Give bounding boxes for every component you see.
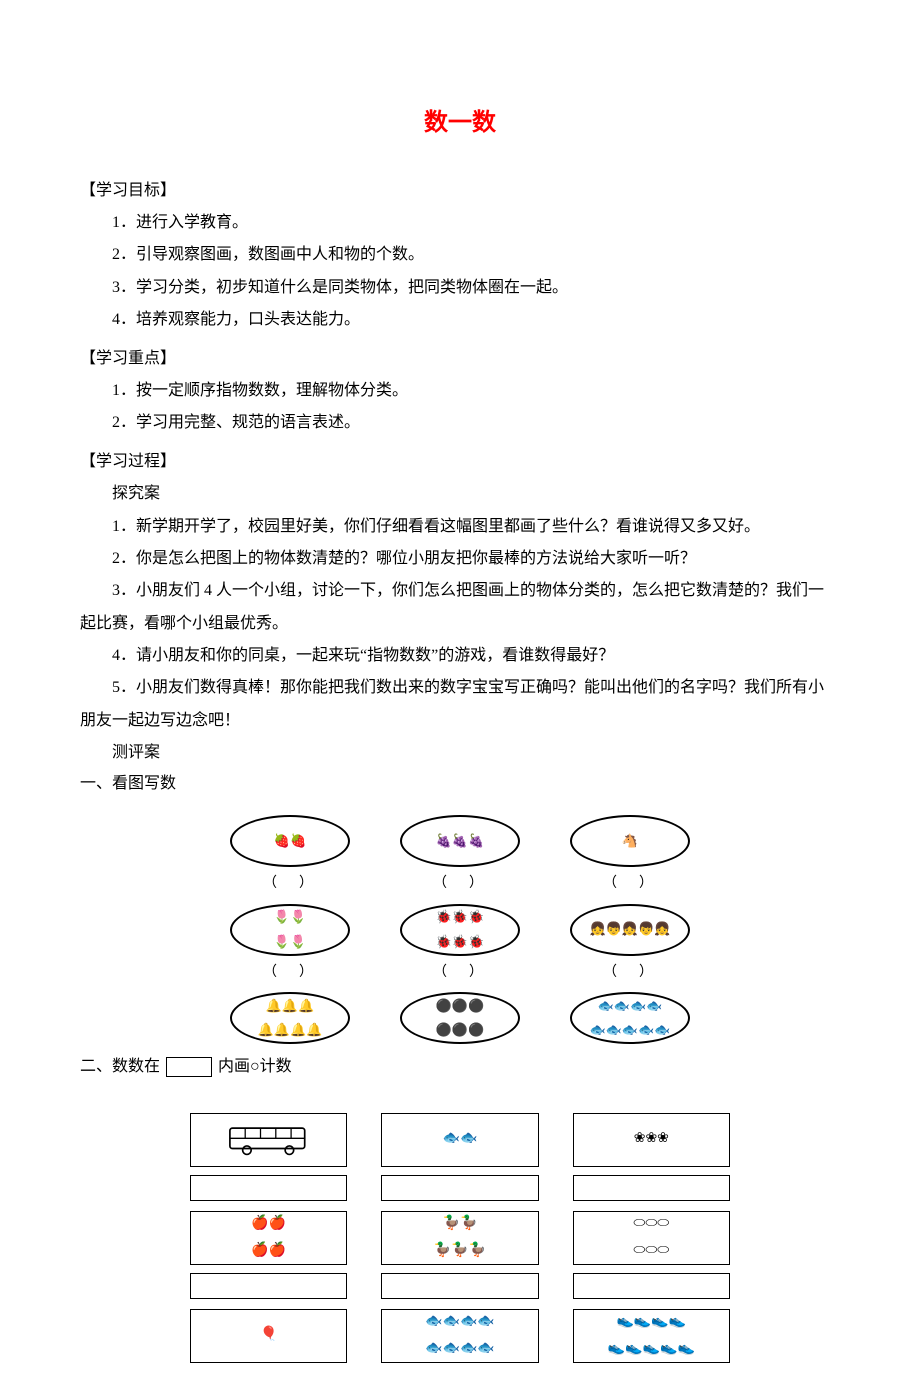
oval-cell-fish-9: 🐟🐟🐟🐟 🐟🐟🐟🐟🐟 <box>560 992 700 1044</box>
process-sub2: 测评案 <box>80 738 840 768</box>
oval-cell-donkey-1: 🐴 （ ） <box>560 815 700 898</box>
oval-cell-tulips-4: 🌷🌷 🌷🌷 （ ） <box>220 904 360 987</box>
goals-item-2: 2．引导观察图画，数图画中人和物的个数。 <box>80 240 840 270</box>
process-item-3: 3．小朋友们 4 人一个小组，讨论一下，你们怎么把图画上的物体分类的，怎么把它数… <box>80 576 840 606</box>
box-cell-shoes-9: 👟👟👟👟 👟👟👟👟👟 <box>573 1309 730 1363</box>
picture-box-ducks-5: 🦆🦆 🦆🦆🦆 <box>381 1211 538 1265</box>
oval-donkey-1: 🐴 <box>570 815 690 867</box>
process-item-1: 1．新学期开学了，校园里好美，你们仔细看看这幅图里都画了些什么？看谁说得又多又好… <box>80 512 840 542</box>
oval-cell-bugs-6: 🐞🐞🐞 🐞🐞🐞 （ ） <box>390 904 530 987</box>
answer-box[interactable] <box>573 1175 730 1201</box>
oval-label[interactable]: （ ） <box>433 960 487 987</box>
process-item-4: 4．请小朋友和你的同桌，一起来玩“指物数数”的游戏，看谁数得最好？ <box>80 641 840 671</box>
oval-bugs-6: 🐞🐞🐞 🐞🐞🐞 <box>400 904 520 956</box>
picture-box-balloons-7: 🎈 <box>190 1309 347 1363</box>
oval-label[interactable]: （ ） <box>263 871 317 898</box>
answer-box[interactable] <box>190 1175 347 1201</box>
picture-box-apples-4: 🍎🍎 🍎🍎 <box>190 1211 347 1265</box>
exercise1-heading: 一、看图写数 <box>80 769 840 799</box>
goals-item-4: 4．培养观察能力，口头表达能力。 <box>80 305 840 335</box>
oval-children-5: 👧👦👧👦👧 <box>570 904 690 956</box>
oval-bells-7: 🔔🔔🔔 🔔🔔🔔🔔 <box>230 992 350 1044</box>
goals-item-3: 3．学习分类，初步知道什么是同类物体，把同类物体圈在一起。 <box>80 273 840 303</box>
process-item-5-cont: 朋友一起边写边念吧！ <box>80 706 840 736</box>
picture-box-shoes-9: 👟👟👟👟 👟👟👟👟👟 <box>573 1309 730 1363</box>
box-cell-ducks-5: 🦆🦆 🦆🦆🦆 <box>381 1211 538 1299</box>
box-cell-apples-4: 🍎🍎 🍎🍎 <box>190 1211 347 1299</box>
inline-box-icon <box>166 1057 212 1077</box>
picture-box-flowers-3: ❀❀❀ <box>573 1113 730 1167</box>
process-item-2: 2．你是怎么把图上的物体数清楚的？哪位小朋友把你最棒的方法说给大家听一听？ <box>80 544 840 574</box>
process-sub1: 探究案 <box>80 479 840 509</box>
picture-box-fish-2: 🐟🐟 <box>381 1113 538 1167</box>
answer-box[interactable] <box>381 1273 538 1299</box>
focus-item-2: 2．学习用完整、规范的语言表述。 <box>80 408 840 438</box>
oval-fish-9: 🐟🐟🐟🐟 🐟🐟🐟🐟🐟 <box>570 992 690 1044</box>
goals-heading: 【学习目标】 <box>80 176 840 206</box>
ex2-heading-pre: 二、数数在 <box>80 1052 160 1082</box>
picture-box-bus-1 <box>190 1113 347 1167</box>
oval-balls-6: ⚫⚫⚫ ⚫⚫⚫ <box>400 992 520 1044</box>
oval-cell-children-5: 👧👦👧👦👧 （ ） <box>560 904 700 987</box>
page-title: 数一数 <box>80 100 840 146</box>
oval-cell-bells-7: 🔔🔔🔔 🔔🔔🔔🔔 <box>220 992 360 1044</box>
box-cell-flowers-3: ❀❀❀ <box>573 1113 730 1201</box>
exercise2-heading: 二、数数在 内画○计数 <box>80 1052 840 1082</box>
box-cell-balloons-7: 🎈 <box>190 1309 347 1363</box>
oval-grapes-3: 🍇🍇🍇 <box>400 815 520 867</box>
oval-cell-balls-6: ⚫⚫⚫ ⚫⚫⚫ <box>390 992 530 1044</box>
picture-box-fish-8: 🐟🐟🐟🐟 🐟🐟🐟🐟 <box>381 1309 538 1363</box>
oval-cell-strawberries-2: 🍓🍓 （ ） <box>220 815 360 898</box>
oval-cell-grapes-3: 🍇🍇🍇 （ ） <box>390 815 530 898</box>
bus-icon <box>224 1123 314 1157</box>
exercise1-grid: 🍓🍓 （ ） 🍇🍇🍇 （ ） 🐴 （ ） 🌷🌷 🌷🌷 （ ） 🐞🐞🐞 🐞🐞🐞 （ ） 👧👦👧👦👧 （ … <box>220 815 700 1044</box>
box-cell-fish-8: 🐟🐟🐟🐟 🐟🐟🐟🐟 <box>381 1309 538 1363</box>
goals-item-1: 1．进行入学教育。 <box>80 208 840 238</box>
box-cell-fish-2: 🐟🐟 <box>381 1113 538 1201</box>
ex2-heading-post: 内画○计数 <box>218 1052 292 1082</box>
oval-label[interactable]: （ ） <box>603 960 657 987</box>
focus-item-1: 1．按一定顺序指物数数，理解物体分类。 <box>80 376 840 406</box>
process-item-3-cont: 起比赛，看哪个小组最优秀。 <box>80 609 840 639</box>
oval-label[interactable]: （ ） <box>603 871 657 898</box>
answer-box[interactable] <box>573 1273 730 1299</box>
oval-label[interactable]: （ ） <box>433 871 487 898</box>
process-heading: 【学习过程】 <box>80 447 840 477</box>
oval-label[interactable]: （ ） <box>263 960 317 987</box>
answer-box[interactable] <box>190 1273 347 1299</box>
exercise2-grid: 🐟🐟 ❀❀❀ 🍎🍎 🍎🍎 🦆🦆 🦆🦆🦆 ⬭⬭⬭ ⬭⬭⬭ 🎈 🐟🐟🐟🐟 🐟🐟🐟🐟 👟👟👟👟 👟👟… <box>190 1113 730 1363</box>
process-item-5: 5．小朋友们数得真棒！那你能把我们数出来的数字宝宝写正确吗？能叫出他们的名字吗？… <box>80 673 840 703</box>
answer-box[interactable] <box>381 1175 538 1201</box>
picture-box-eggs-6: ⬭⬭⬭ ⬭⬭⬭ <box>573 1211 730 1265</box>
oval-strawberries-2: 🍓🍓 <box>230 815 350 867</box>
oval-tulips-4: 🌷🌷 🌷🌷 <box>230 904 350 956</box>
focus-heading: 【学习重点】 <box>80 344 840 374</box>
box-cell-eggs-6: ⬭⬭⬭ ⬭⬭⬭ <box>573 1211 730 1299</box>
box-cell-bus-1 <box>190 1113 347 1201</box>
